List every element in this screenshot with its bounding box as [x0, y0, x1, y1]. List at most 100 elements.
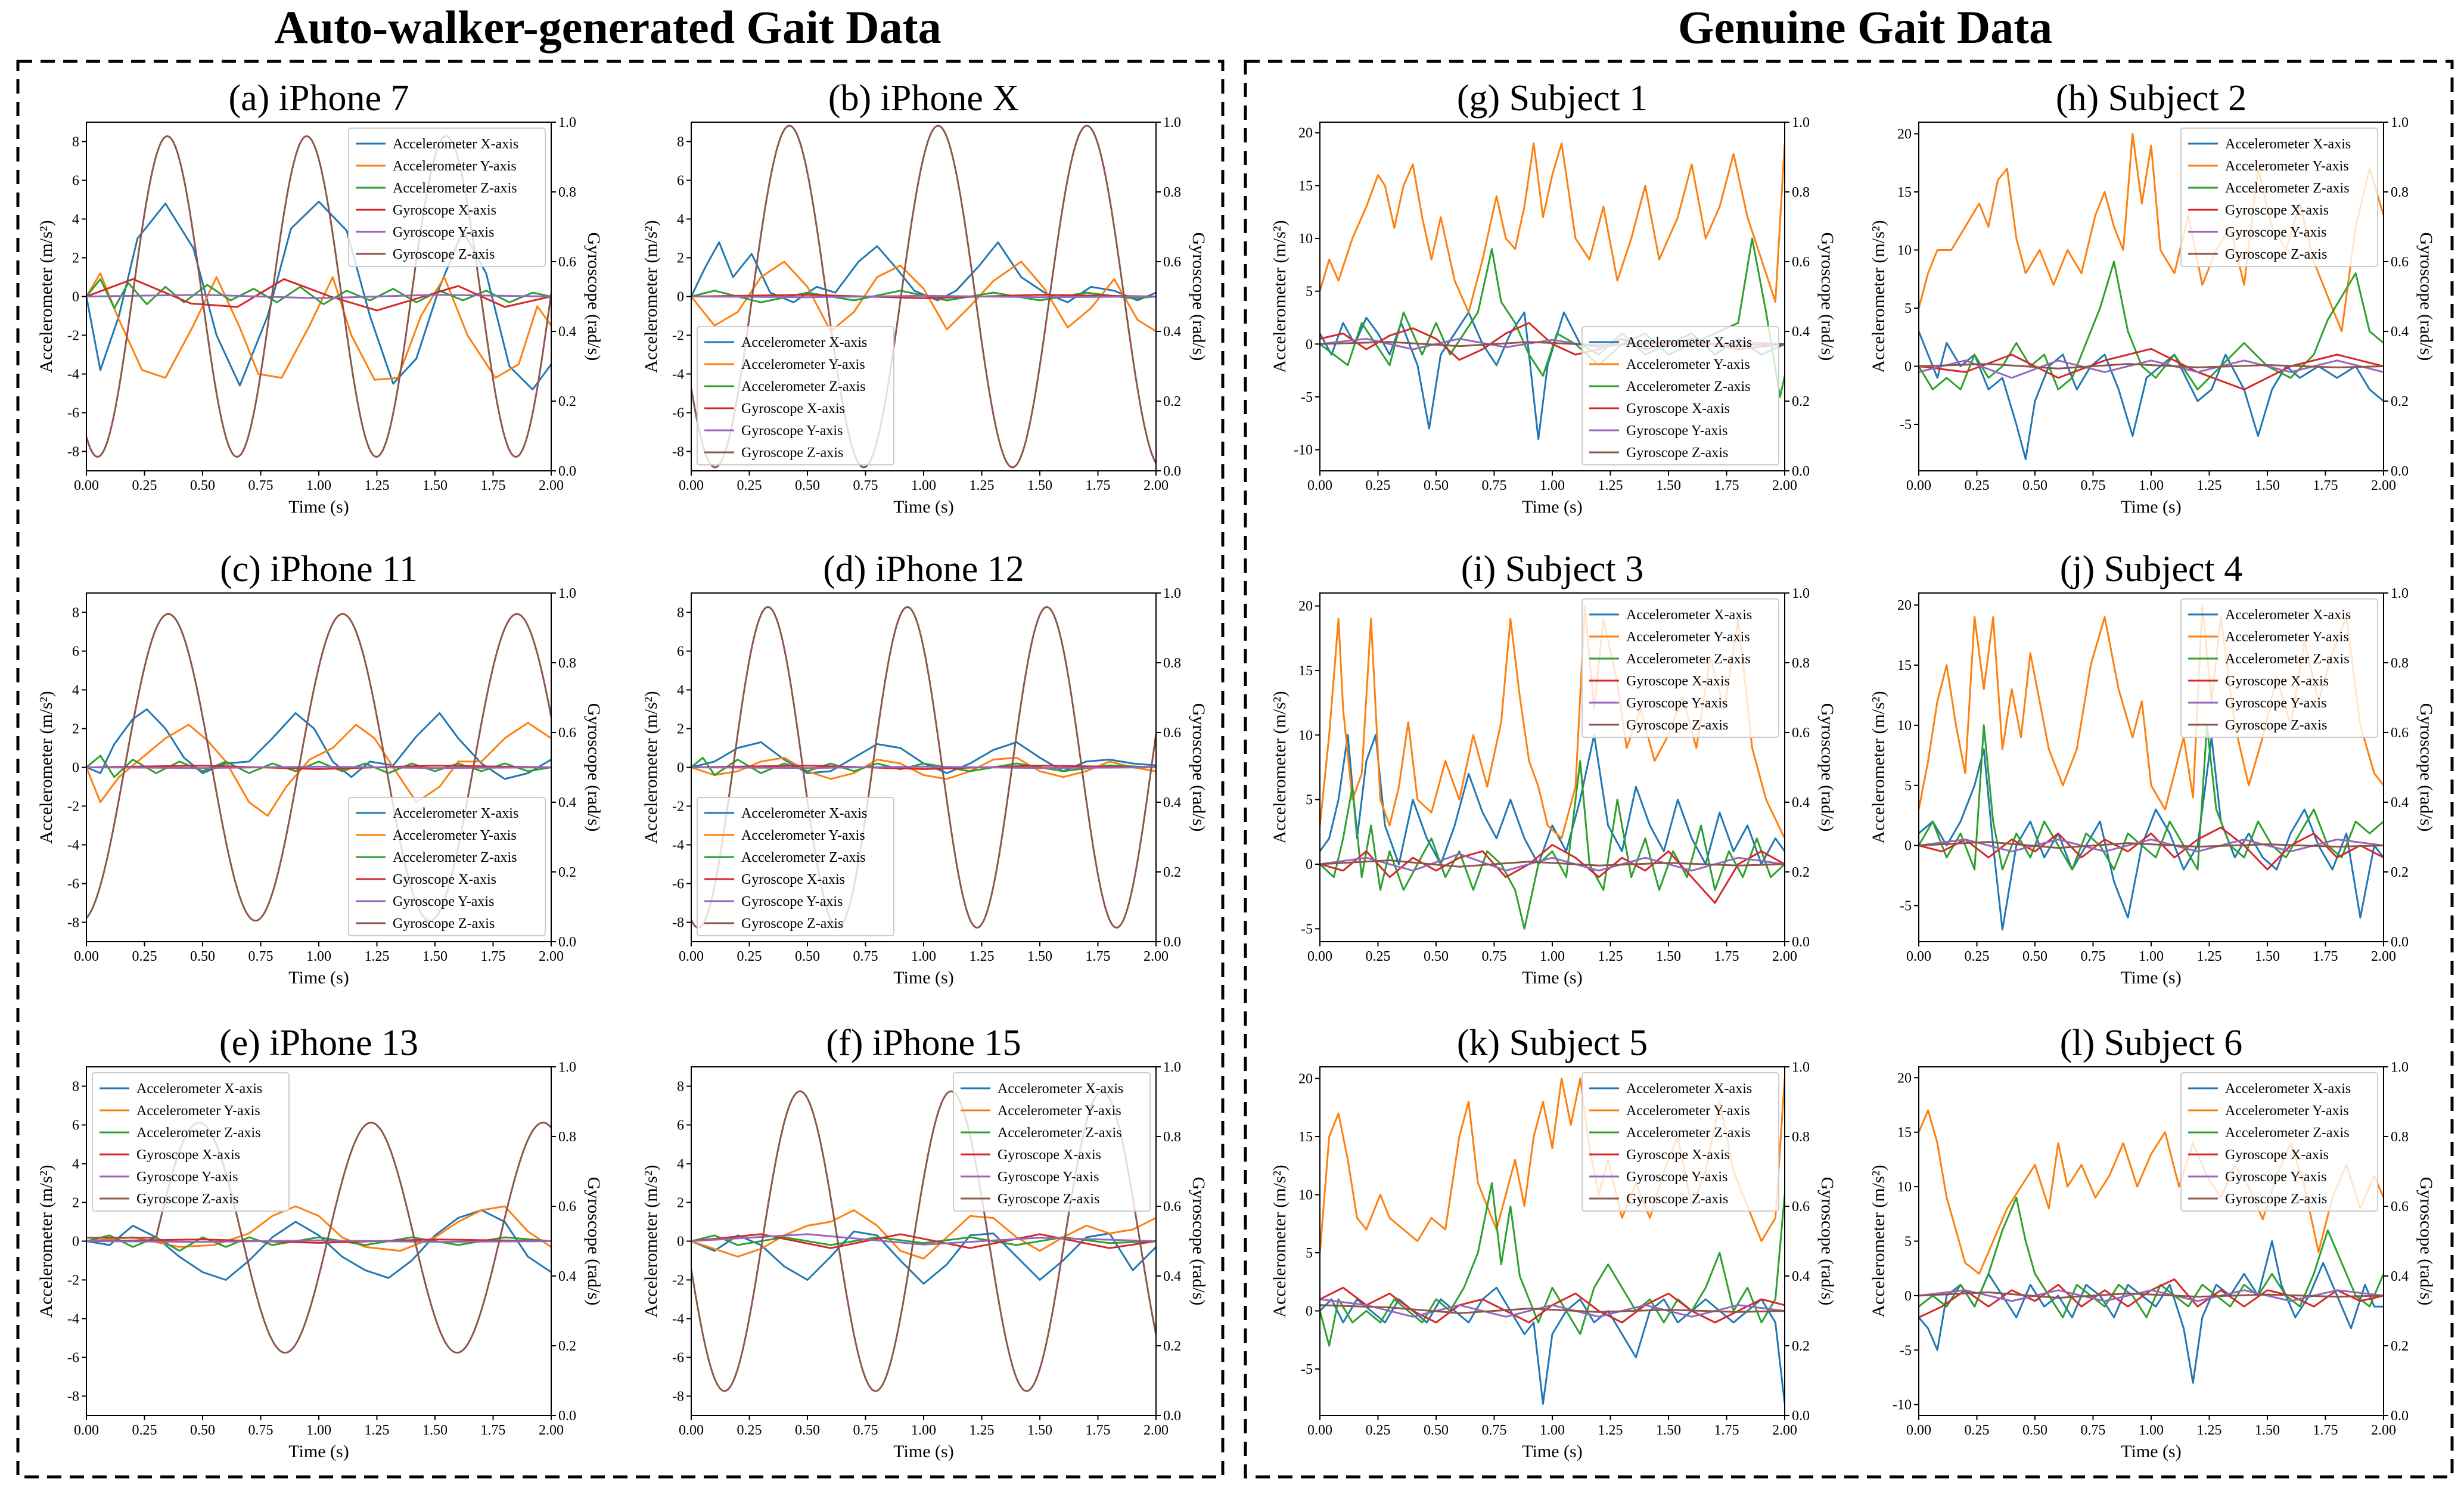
x-tick-label: 1.75 [1086, 1423, 1111, 1438]
x-tick-label: 0.25 [132, 478, 157, 493]
x-tick-label: 1.00 [911, 1423, 936, 1438]
y-tick-label: 0 [1904, 839, 1912, 854]
legend-label: Accelerometer Z-axis [1626, 379, 1751, 395]
y-tick-label: -4 [672, 1312, 684, 1327]
legend-box [2180, 598, 2378, 738]
legend: Accelerometer X-axis Accelerometer Y-axis… [697, 797, 894, 936]
legend-label: Gyroscope X-axis [2225, 673, 2329, 689]
series-line-4 [1919, 347, 2384, 390]
legend-label: Accelerometer Y-axis [1626, 1103, 1750, 1119]
y2-tick-label: 0.6 [1792, 725, 1810, 741]
y-tick-label: -6 [67, 1351, 79, 1366]
legend-label: Gyroscope X-axis [136, 1147, 240, 1163]
x-tick-label: 2.00 [1144, 478, 1169, 493]
legend: Accelerometer X-axis Accelerometer Y-axis… [348, 797, 546, 936]
series-line-5 [691, 1233, 1156, 1246]
right-section-border [1244, 60, 2454, 1479]
y2-tick-label: 0.4 [558, 1269, 576, 1284]
y2-tick-label: 0.4 [1163, 324, 1181, 340]
panel-title: (k) Subject 5 [1457, 1023, 1648, 1063]
y-tick-label: 4 [72, 1157, 79, 1172]
x-tick-label: 0.75 [248, 1423, 274, 1438]
legend-label: Gyroscope Y-axis [393, 225, 494, 240]
y2-tick-label: 0.6 [558, 725, 576, 741]
series-line-2 [86, 722, 551, 817]
chart-panel-j: (j) Subject 40.00 0.25 0.50 0.75 1.00 1.25 1.5… [1869, 549, 2436, 988]
series-line-5 [1320, 853, 1785, 872]
y-tick-label: 20 [1298, 599, 1313, 614]
legend-label: Gyroscope Z-axis [2225, 1191, 2327, 1207]
x-tick-label: 0.00 [679, 949, 704, 964]
y2-axis-label: Gyroscope (rad/s) [584, 703, 604, 832]
y-tick-label: -5 [1301, 1362, 1313, 1377]
legend-label: Accelerometer X-axis [2225, 607, 2351, 623]
legend-label: Accelerometer X-axis [2225, 1081, 2351, 1097]
y2-tick-label: 0.6 [1163, 725, 1181, 741]
series-line-1 [86, 708, 551, 780]
x-tick-label: 0.75 [2081, 949, 2106, 964]
y2-tick-label: 0.2 [1792, 865, 1810, 880]
y-tick-label: 6 [72, 1118, 79, 1134]
x-tick-label: 1.00 [2139, 478, 2164, 493]
y2-tick-label: 0.2 [1163, 865, 1181, 880]
legend-label: Accelerometer X-axis [1626, 1081, 1752, 1097]
x-tick-label: 1.50 [1027, 478, 1052, 493]
series-line-6 [1320, 1304, 1785, 1314]
y2-tick-label: 0.8 [558, 1129, 576, 1145]
x-axis-label: Time (s) [288, 497, 349, 517]
y2-tick-label: 0.4 [2391, 795, 2409, 811]
legend-label: Gyroscope Z-axis [1626, 445, 1728, 461]
legend-label: Accelerometer X-axis [136, 1081, 262, 1097]
y-tick-label: 0 [72, 290, 79, 305]
legend-label: Accelerometer Z-axis [741, 379, 866, 395]
x-tick-label: 1.00 [306, 1423, 331, 1438]
x-tick-label: 2.00 [2371, 949, 2396, 964]
y-tick-label: 15 [1897, 658, 1912, 673]
x-tick-label: 0.75 [853, 478, 878, 493]
panel-title: (f) iPhone 15 [826, 1023, 1021, 1063]
y2-tick-label: 0.4 [1792, 1269, 1810, 1284]
y-tick-label: -4 [672, 838, 684, 853]
legend-label: Accelerometer Z-axis [1626, 651, 1751, 667]
y2-tick-label: 0.8 [1792, 185, 1810, 200]
y2-tick-label: 1.0 [2391, 586, 2409, 601]
y-tick-label: 2 [72, 251, 79, 266]
y2-tick-label: 1.0 [558, 115, 576, 131]
x-tick-label: 1.50 [1656, 949, 1681, 964]
y-tick-label: 4 [677, 212, 684, 228]
y-axis-label: Accelerometer (m/s²) [1869, 220, 1888, 372]
legend-label: Accelerometer X-axis [393, 806, 518, 821]
x-tick-label: 0.50 [1424, 949, 1449, 964]
y2-tick-label: 0.8 [1792, 656, 1810, 671]
x-tick-label: 0.75 [853, 1423, 878, 1438]
series-line-3 [86, 278, 551, 309]
y2-tick-label: 1.0 [1163, 586, 1181, 601]
x-tick-label: 1.25 [2197, 949, 2222, 964]
y-tick-label: 0 [72, 1234, 79, 1250]
legend-box [1581, 598, 1779, 738]
legend-label: Accelerometer Y-axis [2225, 629, 2349, 645]
x-tick-label: 1.00 [911, 478, 936, 493]
legend-label: Gyroscope Y-axis [741, 894, 843, 909]
series-line-1 [691, 1230, 1156, 1285]
legend-box [697, 797, 894, 936]
y-axis-label: Accelerometer (m/s²) [36, 1165, 56, 1317]
x-axis-label: Time (s) [1522, 1442, 1582, 1461]
y-tick-label: 15 [1298, 663, 1313, 679]
x-tick-label: 0.25 [1366, 478, 1391, 493]
y-tick-label: 8 [677, 1079, 684, 1095]
series-line-4 [691, 765, 1156, 770]
chart-panel-a: (a) iPhone 70.00 0.25 0.50 0.75 1.00 1.25 1.50… [36, 78, 604, 517]
y-tick-label: -8 [672, 445, 684, 460]
x-tick-label: 1.00 [1540, 478, 1565, 493]
chart-panel-c: (c) iPhone 110.00 0.25 0.50 0.75 1.00 1.25 1.5… [36, 549, 604, 988]
x-tick-label: 1.00 [306, 949, 331, 964]
legend-label: Gyroscope Z-axis [393, 916, 495, 932]
y-tick-label: 5 [1904, 778, 1912, 794]
legend-label: Gyroscope X-axis [741, 401, 845, 417]
legend-label: Accelerometer Y-axis [741, 357, 865, 372]
legend: Accelerometer X-axis Accelerometer Y-axis… [1581, 1072, 1779, 1212]
series-line-2 [691, 260, 1156, 333]
series-line-5 [1919, 839, 2384, 853]
y2-tick-label: 1.0 [1792, 1060, 1810, 1075]
